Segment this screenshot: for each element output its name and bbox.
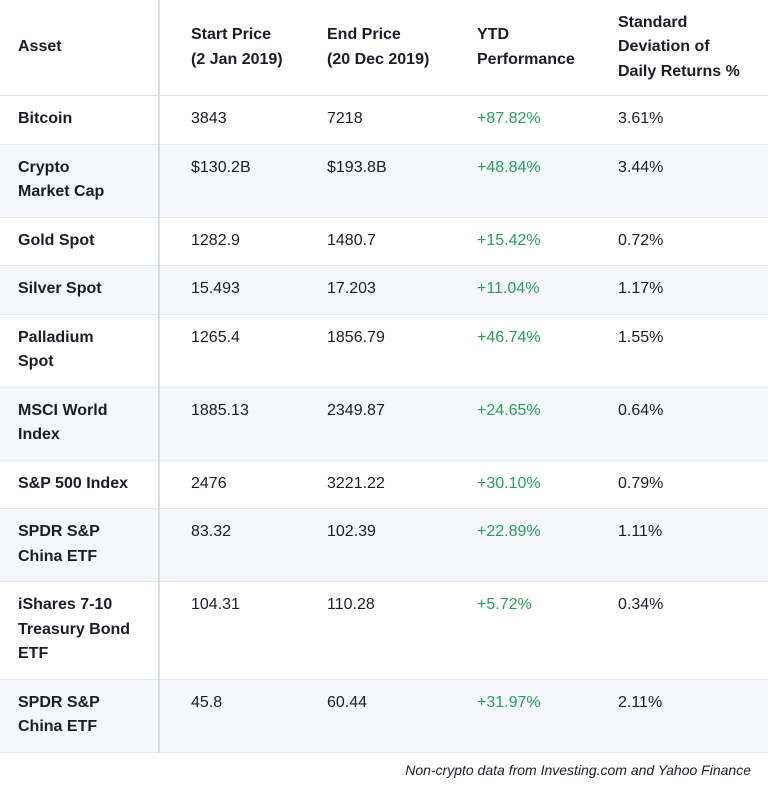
end-price-cell: 110.28: [296, 581, 446, 680]
table-row: Silver Spot 15.493 17.203 +11.04% 1.17%: [0, 265, 768, 315]
std-deviation-cell: 2.11%: [587, 679, 768, 753]
ytd-performance-cell: +46.74%: [446, 314, 587, 388]
asset-performance-table-container: Asset Start Price (2 Jan 2019) End Price(…: [0, 0, 768, 753]
start-price-cell: 15.493: [159, 265, 296, 315]
start-price-cell: 104.31: [159, 581, 296, 680]
asset-name-cell: Silver Spot: [0, 265, 160, 315]
header-row: Asset Start Price (2 Jan 2019) End Price(…: [0, 0, 768, 96]
header-start-price: Start Price (2 Jan 2019): [159, 0, 296, 96]
end-price-cell: 102.39: [296, 508, 446, 582]
asset-name-cell: SPDR S&P China ETF: [0, 508, 160, 582]
start-price-cell: 1885.13: [159, 387, 296, 461]
table-row: Bitcoin 3843 7218 +87.82% 3.61%: [0, 95, 768, 145]
end-price-cell: 1480.7: [296, 217, 446, 266]
asset-name-cell: Palladium Spot: [0, 314, 160, 388]
ytd-performance-cell: +24.65%: [446, 387, 587, 461]
asset-performance-table: Asset Start Price (2 Jan 2019) End Price(…: [0, 0, 768, 753]
std-deviation-cell: 0.79%: [587, 460, 768, 509]
std-deviation-cell: 1.17%: [587, 265, 768, 315]
table-header: Asset Start Price (2 Jan 2019) End Price(…: [0, 0, 768, 96]
end-price-cell: $193.8B: [296, 144, 446, 218]
end-price-cell: 2349.87: [296, 387, 446, 461]
start-price-cell: 45.8: [159, 679, 296, 753]
start-price-cell: 83.32: [159, 508, 296, 582]
end-price-cell: 17.203: [296, 265, 446, 315]
source-footnote: Non-crypto data from Investing.com and Y…: [405, 762, 751, 778]
ytd-performance-cell: +22.89%: [446, 508, 587, 582]
end-price-cell: 7218: [296, 95, 446, 145]
table-row: Gold Spot 1282.9 1480.7 +15.42% 0.72%: [0, 217, 768, 266]
header-end-price: End Price (20 Dec 2019): [296, 0, 446, 96]
asset-name-cell: Bitcoin: [0, 95, 160, 145]
table-row: Crypto Market Cap $130.2B $193.8B +48.84% 3.4…: [0, 144, 768, 218]
start-price-cell: 1282.9: [159, 217, 296, 266]
table-row: Palladium Spot 1265.4 1856.79 +46.74% 1.55%: [0, 314, 768, 388]
table-row: SPDR S&P China ETF 45.8 60.44 +31.97% 2.11%: [0, 679, 768, 753]
asset-name-cell: Gold Spot: [0, 217, 160, 266]
header-standard-deviation: Standard Deviation of Daily Returns %: [587, 0, 768, 96]
std-deviation-cell: 1.55%: [587, 314, 768, 388]
ytd-performance-cell: +15.42%: [446, 217, 587, 266]
table-row: S&P 500 Index 2476 3221.22 +30.10% 0.79%: [0, 460, 768, 509]
ytd-performance-cell: +5.72%: [446, 581, 587, 680]
asset-name-cell: SPDR S&P China ETF: [0, 679, 160, 753]
end-price-cell: 3221.22: [296, 460, 446, 509]
table-body: Bitcoin 3843 7218 +87.82% 3.61% Crypto Market …: [0, 95, 768, 753]
ytd-performance-cell: +87.82%: [446, 95, 587, 145]
asset-name-cell: iShares 7-10 Treasury Bond ETF: [0, 581, 160, 680]
start-price-cell: 2476: [159, 460, 296, 509]
end-price-cell: 1856.79: [296, 314, 446, 388]
ytd-performance-cell: +11.04%: [446, 265, 587, 315]
start-price-cell: $130.2B: [159, 144, 296, 218]
asset-name-cell: Crypto Market Cap: [0, 144, 160, 218]
table-row: SPDR S&P China ETF 83.32 102.39 +22.89% 1.11%: [0, 508, 768, 582]
std-deviation-cell: 0.34%: [587, 581, 768, 680]
ytd-performance-cell: +48.84%: [446, 144, 587, 218]
std-deviation-cell: 1.11%: [587, 508, 768, 582]
end-price-cell: 60.44: [296, 679, 446, 753]
start-price-cell: 3843: [159, 95, 296, 145]
ytd-performance-cell: +30.10%: [446, 460, 587, 509]
std-deviation-cell: 3.44%: [587, 144, 768, 218]
std-deviation-cell: 0.72%: [587, 217, 768, 266]
header-ytd-performance: YTD Performance: [446, 0, 587, 96]
asset-name-cell: S&P 500 Index: [0, 460, 160, 509]
ytd-performance-cell: +31.97%: [446, 679, 587, 753]
start-price-cell: 1265.4: [159, 314, 296, 388]
std-deviation-cell: 0.64%: [587, 387, 768, 461]
table-row: iShares 7-10 Treasury Bond ETF 104.31 110.28…: [0, 581, 768, 680]
asset-name-cell: MSCI World Index: [0, 387, 160, 461]
table-row: MSCI World Index 1885.13 2349.87 +24.65% 0.64…: [0, 387, 768, 461]
std-deviation-cell: 3.61%: [587, 95, 768, 145]
header-asset: Asset: [0, 0, 160, 96]
